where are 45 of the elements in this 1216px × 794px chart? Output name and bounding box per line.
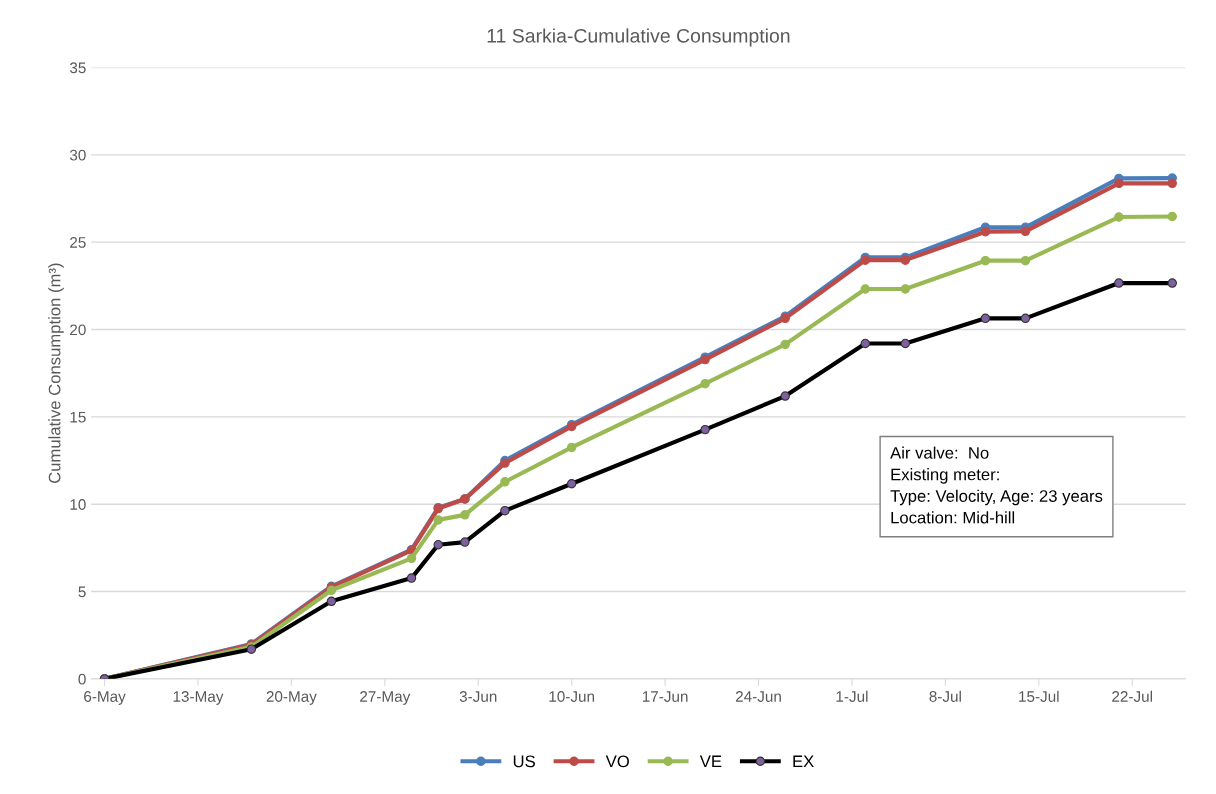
- point: [900, 284, 911, 294]
- legend-label: VE: [699, 755, 722, 768]
- point: [460, 510, 470, 520]
- x-tick-label: 24-Jun: [735, 691, 781, 702]
- point: [433, 515, 443, 525]
- point: [1114, 212, 1124, 222]
- legend-label: US: [513, 755, 535, 768]
- point: [860, 284, 871, 294]
- point: [1114, 178, 1124, 189]
- y-axis-title: Cumulative Consumption (m³): [48, 263, 64, 484]
- x-tick-label: 15-Jul: [1019, 690, 1059, 702]
- point: [1020, 226, 1031, 237]
- point: [406, 553, 417, 564]
- point: [700, 378, 710, 389]
- chart-title: 11 Sarkia-Cumulative Consumption: [487, 28, 790, 47]
- point: [326, 585, 337, 596]
- x-tick-label: 22-Jul: [1112, 690, 1152, 702]
- legend-label: VO: [605, 755, 629, 768]
- point: [1020, 255, 1031, 266]
- point: [980, 226, 991, 237]
- x-tick-label: 6-May: [84, 691, 126, 705]
- x-tick-label: 8-Jul: [929, 690, 961, 702]
- y-tick-label: 0: [78, 673, 86, 685]
- y-tick-label: 5: [78, 586, 86, 598]
- point: [1167, 178, 1177, 189]
- x-tick-label: 1-Jul: [836, 690, 868, 702]
- y-tick-label: 25: [70, 237, 86, 248]
- x-tick-label: 3-Jun: [459, 691, 497, 702]
- y-tick-label: 20: [70, 324, 86, 336]
- x-tick-label: 10-Jun: [549, 691, 595, 702]
- annotation: Air valve: No Existing meter: Type: Velocity, Age: 23 years Location: Mid-hill: [890, 446, 1103, 524]
- point: [780, 339, 790, 350]
- x-tick-label: 13-May: [173, 691, 224, 705]
- x-tick-label: 17-Jun: [642, 691, 688, 702]
- y-tick-label: 10: [70, 499, 86, 510]
- point: [500, 477, 510, 487]
- x-tick-label: 20-May: [266, 691, 317, 705]
- point: [1167, 211, 1177, 222]
- point: [980, 255, 991, 266]
- legend-label: EX: [793, 755, 814, 768]
- point: [566, 442, 577, 453]
- y-tick-label: 15: [70, 411, 86, 423]
- y-tick-label: 35: [69, 62, 86, 74]
- y-tick-label: 30: [69, 149, 86, 161]
- x-tick-label: 27-May: [360, 691, 411, 705]
